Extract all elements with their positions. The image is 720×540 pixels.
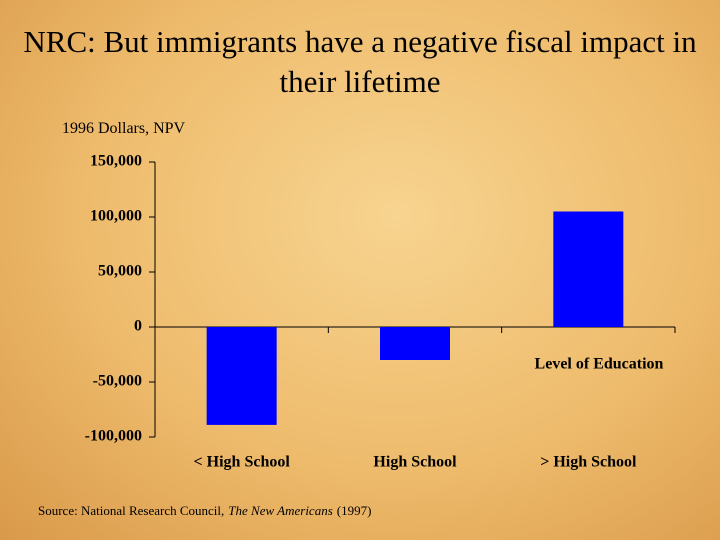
x-tick-label: High School <box>373 454 457 471</box>
y-tick-label: 0 <box>134 318 142 335</box>
bar <box>553 211 624 327</box>
y-tick-label: 150,000 <box>90 153 142 170</box>
x-tick-label: > High School <box>540 454 637 471</box>
chart-subtitle: 1996 Dollars, NPV <box>62 120 186 137</box>
source-text: Source: National Research Council, <box>38 503 225 518</box>
x-tick-label: < High School <box>194 454 291 471</box>
y-tick-label: -50,000 <box>93 373 142 390</box>
source-title: The New Americans <box>228 503 333 518</box>
bar <box>380 327 450 360</box>
chart-title: NRC: But immigrants have a negative fisc… <box>23 24 697 99</box>
y-tick-label: 100,000 <box>90 208 142 225</box>
x-axis-label: Level of Education <box>535 356 664 373</box>
y-tick-label: -100,000 <box>85 428 142 445</box>
source-year: (1997) <box>336 503 372 518</box>
bar <box>206 327 277 425</box>
y-tick-label: 50,000 <box>98 263 142 280</box>
source-note: Source: National Research Council, The Ne… <box>38 503 371 519</box>
